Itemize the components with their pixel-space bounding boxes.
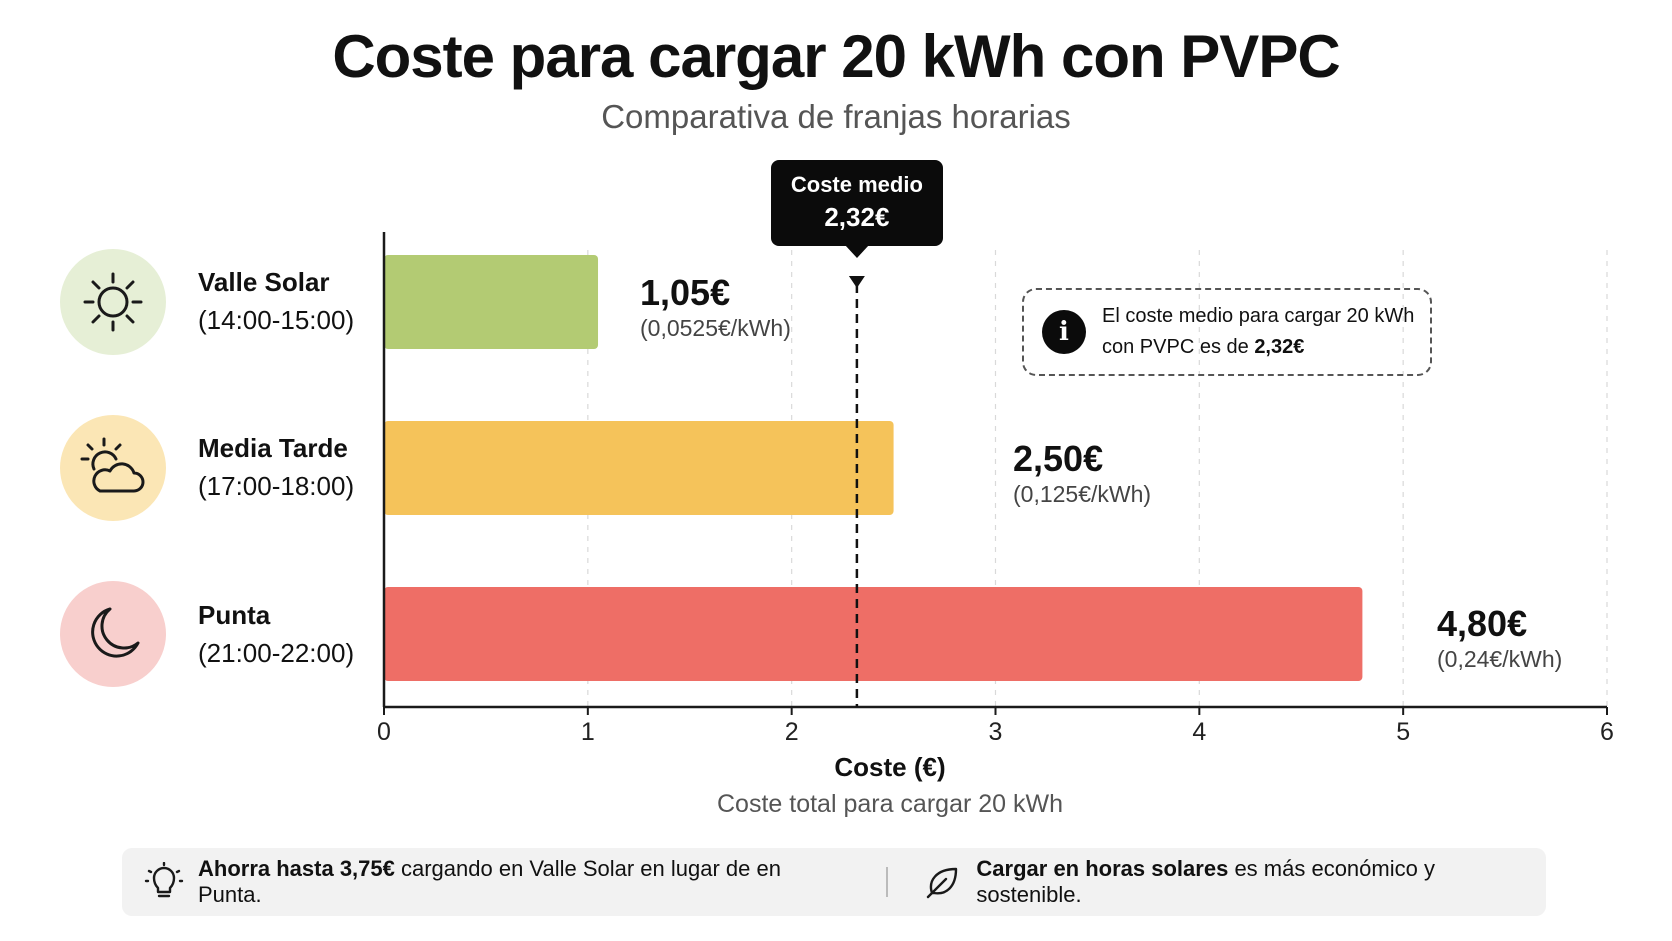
savings-tip: Ahorra hasta 3,75€ cargando en Valle Sol… (144, 856, 850, 908)
solar-tip-text: es más económico y sostenible. (976, 856, 1435, 907)
footer-divider (886, 867, 889, 897)
category-range: (14:00-15:00) (198, 305, 355, 335)
category-label-punta: Punta (21:00-22:00) (198, 596, 354, 672)
info-icon: i (1042, 310, 1086, 354)
lightbulb-icon (144, 862, 184, 902)
x-tick-label: 4 (1192, 718, 1207, 746)
average-line-group (848, 276, 865, 707)
footer-tips: Ahorra hasta 3,75€ cargando en Valle Sol… (122, 848, 1546, 916)
x-tick-label: 1 (580, 718, 595, 746)
chart-title: Coste para cargar 20 kWh con PVPC (332, 23, 1340, 90)
bar-value: 4,80€ (1437, 603, 1528, 644)
bar-unit-price: (0,0525€/kWh) (640, 315, 791, 341)
leaf-icon (924, 863, 962, 901)
x-tick-label: 3 (988, 718, 1003, 746)
bar-unit-price: (0,24€/kWh) (1437, 646, 1563, 672)
average-value: 2,32€ (824, 202, 890, 232)
average-callout: Coste medio 2,32€ (770, 160, 943, 258)
value-label-punta: 4,80€ (0,24€/kWh) (1437, 604, 1562, 674)
bar-1 (384, 255, 599, 349)
average-marker (848, 276, 865, 288)
note-text-bold: 2,32€ (1254, 336, 1305, 358)
savings-tip-bold: Ahorra hasta 3,75€ (198, 856, 395, 881)
category-label-media-tarde: Media Tarde (17:00-18:00) (198, 429, 354, 505)
value-label-media-tarde: 2,50€ (0,125€/kWh) (1013, 439, 1151, 509)
sun-cloud-icon (60, 415, 166, 521)
average-note: i El coste medio para cargar 20 kWh con … (1022, 288, 1432, 376)
bar-value: 1,05€ (640, 272, 731, 313)
x-tick-label: 2 (784, 718, 799, 746)
bar-unit-price: (0,125€/kWh) (1013, 481, 1152, 507)
average-note-text: El coste medio para cargar 20 kWh con PV… (1102, 301, 1430, 363)
average-label: Coste medio (790, 172, 923, 197)
solar-tip: Cargar en horas solares es más económico… (924, 856, 1546, 908)
value-label-valle-solar: 1,05€ (0,0525€/kWh) (640, 273, 791, 343)
x-axis-sublabel: Coste total para cargar 20 kWh (717, 790, 1063, 818)
bars (384, 255, 1363, 681)
x-tick-label: 0 (377, 718, 391, 746)
category-name: Punta (198, 600, 271, 630)
x-tick-label: 6 (1600, 718, 1614, 746)
bar-3 (384, 587, 1363, 681)
category-name: Valle Solar (198, 267, 330, 297)
x-tick-label: 5 (1396, 718, 1411, 746)
sun-icon (60, 249, 166, 355)
solar-tip-bold: Cargar en horas solares (976, 856, 1229, 881)
category-name: Media Tarde (198, 433, 348, 463)
note-text-prefix: El coste medio para cargar 20 kWh con PV… (1102, 305, 1415, 358)
chart-subtitle: Comparativa de franjas horarias (601, 98, 1071, 135)
axes (382, 232, 1608, 715)
x-axis-label: Coste (€) (834, 752, 946, 782)
category-range: (17:00-18:00) (198, 471, 355, 501)
savings-tip-text: cargando en Valle Solar en lugar de en P… (198, 856, 781, 907)
category-range: (21:00-22:00) (198, 638, 355, 668)
category-label-valle-solar: Valle Solar (14:00-15:00) (198, 263, 354, 339)
bar-2 (384, 421, 894, 515)
bar-value: 2,50€ (1013, 438, 1104, 479)
moon-icon (60, 581, 166, 687)
